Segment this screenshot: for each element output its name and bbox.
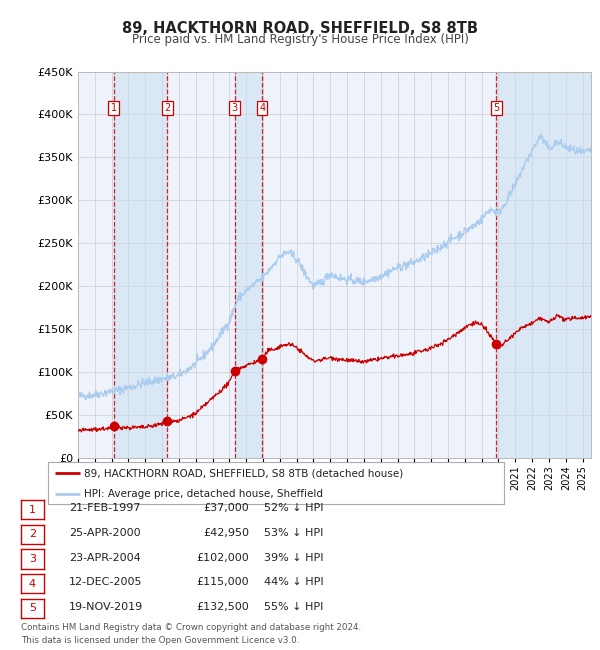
Text: £102,000: £102,000 — [196, 552, 249, 563]
Text: 2: 2 — [164, 103, 170, 113]
Text: 55% ↓ HPI: 55% ↓ HPI — [264, 602, 323, 612]
Text: Contains HM Land Registry data © Crown copyright and database right 2024.
This d: Contains HM Land Registry data © Crown c… — [21, 623, 361, 645]
Text: 52% ↓ HPI: 52% ↓ HPI — [264, 503, 323, 514]
Text: 12-DEC-2005: 12-DEC-2005 — [69, 577, 143, 588]
Text: 19-NOV-2019: 19-NOV-2019 — [69, 602, 143, 612]
Text: 39% ↓ HPI: 39% ↓ HPI — [264, 552, 323, 563]
Text: £115,000: £115,000 — [196, 577, 249, 588]
Text: 21-FEB-1997: 21-FEB-1997 — [69, 503, 140, 514]
Text: £37,000: £37,000 — [203, 503, 249, 514]
Text: 44% ↓ HPI: 44% ↓ HPI — [264, 577, 323, 588]
Text: 1: 1 — [29, 504, 36, 515]
Text: 23-APR-2004: 23-APR-2004 — [69, 552, 141, 563]
Text: 4: 4 — [259, 103, 265, 113]
Text: 4: 4 — [29, 578, 36, 589]
Text: 5: 5 — [29, 603, 36, 614]
Text: 5: 5 — [493, 103, 500, 113]
Text: 89, HACKTHORN ROAD, SHEFFIELD, S8 8TB: 89, HACKTHORN ROAD, SHEFFIELD, S8 8TB — [122, 21, 478, 36]
Text: HPI: Average price, detached house, Sheffield: HPI: Average price, detached house, Shef… — [85, 489, 323, 499]
Text: 25-APR-2000: 25-APR-2000 — [69, 528, 140, 538]
Bar — [496, 72, 591, 458]
Text: 53% ↓ HPI: 53% ↓ HPI — [264, 528, 323, 538]
Text: 1: 1 — [110, 103, 117, 113]
Bar — [235, 72, 262, 458]
Text: 3: 3 — [29, 554, 36, 564]
Bar — [113, 72, 167, 458]
Text: £132,500: £132,500 — [196, 602, 249, 612]
Text: 3: 3 — [232, 103, 238, 113]
Text: Price paid vs. HM Land Registry's House Price Index (HPI): Price paid vs. HM Land Registry's House … — [131, 32, 469, 46]
Text: 89, HACKTHORN ROAD, SHEFFIELD, S8 8TB (detached house): 89, HACKTHORN ROAD, SHEFFIELD, S8 8TB (d… — [85, 469, 404, 478]
Text: £42,950: £42,950 — [203, 528, 249, 538]
Text: 2: 2 — [29, 529, 36, 539]
